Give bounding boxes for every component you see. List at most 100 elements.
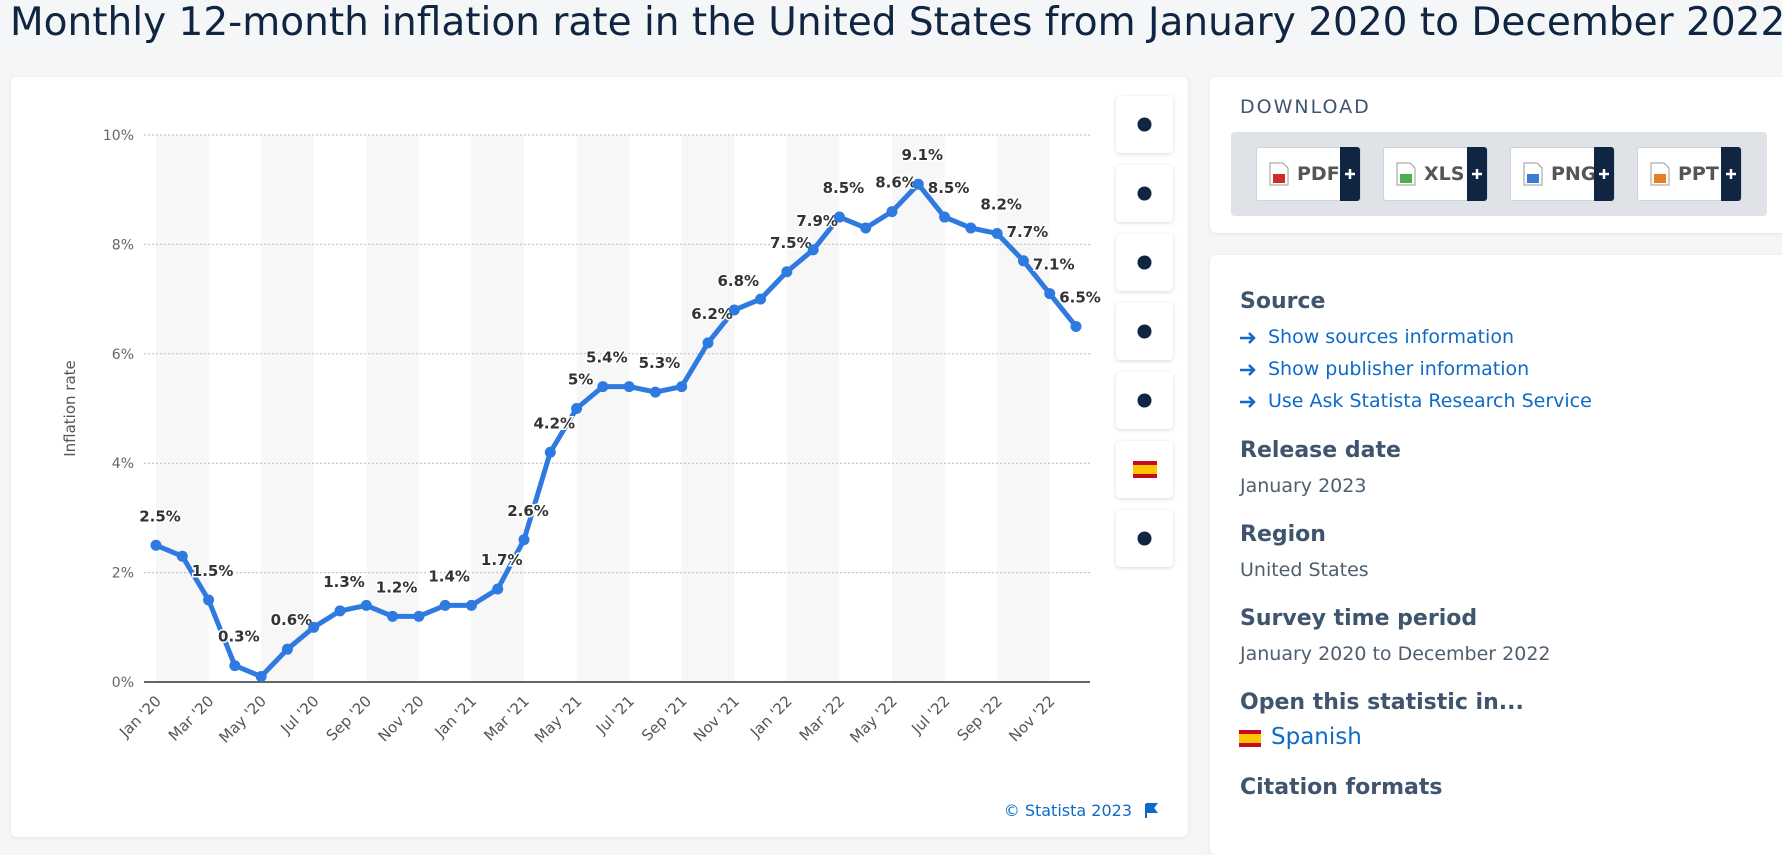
- icon: [1137, 531, 1152, 546]
- arrow-icon: [1240, 364, 1256, 376]
- data-label: 2.6%: [507, 502, 549, 520]
- data-label: 0.3%: [218, 628, 260, 646]
- data-label: 4.2%: [533, 414, 575, 432]
- y-tick-label: 10%: [103, 128, 134, 144]
- x-tick-label: Jan '21: [431, 692, 481, 742]
- data-label: 6.8%: [717, 272, 759, 290]
- data-point: [203, 594, 215, 606]
- section-heading: Survey time period: [1240, 606, 1478, 631]
- data-point: [649, 386, 661, 398]
- x-tick-label: Mar '20: [165, 692, 218, 745]
- x-tick-label: Jul '22: [907, 692, 953, 738]
- data-point: [1070, 320, 1082, 332]
- file-icon: [1269, 162, 1289, 186]
- data-point: [833, 211, 845, 223]
- data-point: [755, 293, 767, 305]
- data-point: [860, 222, 872, 234]
- data-label: 5.3%: [639, 354, 681, 372]
- x-tick-label: May '22: [846, 692, 900, 746]
- link[interactable]: Show publisher information: [1268, 358, 1530, 380]
- data-point: [886, 206, 898, 218]
- link[interactable]: Show sources information: [1268, 326, 1514, 348]
- flag-button[interactable]: [1116, 441, 1173, 498]
- download-heading: DOWNLOAD: [1240, 96, 1371, 118]
- plus-icon: [1721, 147, 1741, 201]
- plus: [1726, 169, 1736, 179]
- bell-button[interactable]: [1116, 165, 1173, 222]
- flag-icon: [1145, 803, 1158, 818]
- x-tick-label: Sep '21: [638, 692, 691, 745]
- file-icon: [1396, 162, 1416, 186]
- quote-button[interactable]: [1116, 372, 1173, 429]
- data-point: [991, 227, 1003, 239]
- column-band: [261, 135, 314, 682]
- data-label: 6.2%: [691, 305, 733, 323]
- arrow-icon: [1240, 396, 1256, 408]
- data-point: [176, 550, 188, 562]
- plus-icon: [1594, 147, 1614, 201]
- data-point: [518, 534, 530, 546]
- x-tick-label: Jul '21: [592, 692, 638, 738]
- info-card: [1210, 255, 1782, 855]
- data-label: 5%: [568, 371, 593, 389]
- data-label: 8.2%: [980, 195, 1022, 213]
- section-heading: Open this statistic in...: [1240, 690, 1524, 715]
- x-tick-label: Sep '22: [953, 692, 1006, 745]
- x-tick-label: Nov '20: [374, 692, 427, 745]
- icon: [1137, 393, 1152, 408]
- data-label: 8.5%: [928, 179, 970, 197]
- file-icon: [1523, 162, 1543, 186]
- chart-title: Monthly 12-month inflation rate in the U…: [10, 0, 1782, 45]
- download-label: PPT: [1678, 163, 1719, 185]
- download-button[interactable]: PNG: [1510, 147, 1615, 201]
- data-point: [571, 403, 583, 414]
- data-label: 7.7%: [1007, 223, 1049, 241]
- data-point: [281, 643, 293, 655]
- section-heading: Release date: [1240, 438, 1401, 463]
- data-label: 1.7%: [481, 551, 523, 569]
- chart-card: 0% 2% 4% 6% 8% 10% Inflation rate Jan '20 Mar '2…: [11, 77, 1188, 837]
- y-tick-label: 6%: [112, 347, 134, 363]
- print-button[interactable]: [1116, 510, 1173, 567]
- download-button[interactable]: XLS: [1383, 147, 1488, 201]
- data-point: [229, 660, 241, 672]
- page: Monthly 12-month inflation rate in the U…: [10, 0, 1782, 855]
- y-tick-label: 2%: [112, 566, 134, 582]
- x-tick-label: Nov '22: [1005, 692, 1058, 745]
- section-heading: Citation formats: [1240, 775, 1443, 800]
- x-tick-label: Jan '22: [746, 692, 796, 742]
- column-band: [997, 135, 1050, 682]
- plus: [1472, 169, 1482, 179]
- x-tick-label: Jan '20: [115, 692, 165, 742]
- data-point: [728, 304, 740, 316]
- data-point: [255, 671, 267, 683]
- data-point: [1044, 288, 1056, 300]
- data-label: 8.5%: [823, 179, 865, 197]
- download-label: PDF: [1297, 163, 1340, 185]
- x-tick-label: Nov '21: [690, 692, 743, 745]
- data-point: [939, 211, 951, 223]
- column-band: [156, 135, 209, 682]
- download-button[interactable]: PPT: [1637, 147, 1742, 201]
- link[interactable]: Use Ask Statista Research Service: [1268, 390, 1592, 412]
- data-line: [155, 181, 1078, 680]
- y-tick-label: 8%: [112, 237, 134, 253]
- data-point: [597, 381, 609, 393]
- arrow-icon: [1240, 332, 1256, 344]
- icon: [1137, 117, 1152, 132]
- link[interactable]: Spanish: [1271, 724, 1362, 750]
- download-button[interactable]: PDF: [1256, 147, 1361, 201]
- x-tick-label: May '20: [216, 692, 270, 746]
- data-label: 1.3%: [323, 573, 365, 591]
- data-label: 7.9%: [796, 212, 838, 230]
- data-point: [465, 599, 477, 611]
- share-button[interactable]: [1116, 303, 1173, 360]
- plus-icon: [1467, 147, 1487, 201]
- data-point: [544, 446, 556, 458]
- icon: [1137, 324, 1152, 339]
- gear-button[interactable]: [1116, 234, 1173, 291]
- x-tick-label: Sep '20: [323, 692, 376, 745]
- star-button[interactable]: [1116, 96, 1173, 153]
- data-point: [702, 337, 714, 349]
